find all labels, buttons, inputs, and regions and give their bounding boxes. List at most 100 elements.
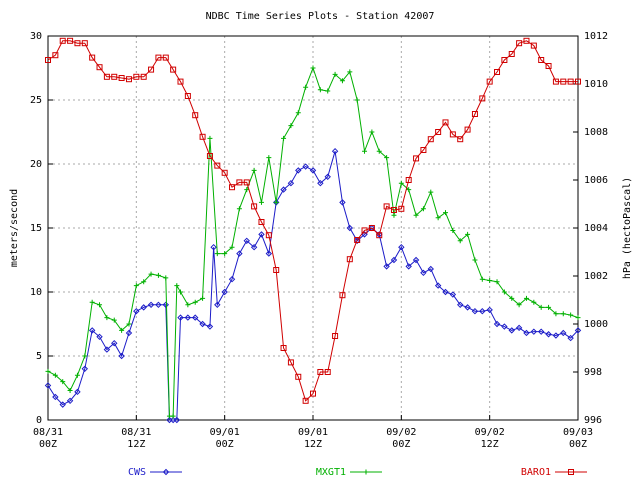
data-point bbox=[287, 179, 295, 187]
data-point bbox=[236, 250, 243, 257]
data-point bbox=[405, 177, 412, 183]
data-point bbox=[184, 314, 192, 321]
data-point bbox=[266, 155, 272, 161]
data-point bbox=[465, 231, 471, 237]
data-point bbox=[486, 78, 493, 85]
legend-marker bbox=[568, 469, 574, 475]
data-point bbox=[384, 155, 390, 161]
data-point bbox=[376, 232, 383, 239]
data-point bbox=[538, 304, 544, 310]
data-point bbox=[221, 288, 228, 296]
data-point bbox=[442, 119, 449, 126]
data-point bbox=[487, 277, 493, 283]
data-point bbox=[346, 224, 354, 232]
data-point bbox=[243, 179, 250, 186]
series-line bbox=[47, 151, 579, 421]
data-point bbox=[251, 167, 257, 173]
x-tick-label: 08/31 bbox=[121, 427, 151, 438]
data-point bbox=[457, 301, 464, 309]
data-point bbox=[339, 292, 346, 299]
data-point bbox=[177, 78, 184, 85]
data-point bbox=[443, 210, 448, 216]
data-point bbox=[295, 110, 301, 116]
data-point bbox=[244, 187, 250, 193]
data-point bbox=[567, 334, 574, 342]
data-point bbox=[317, 179, 324, 187]
data-point bbox=[383, 203, 390, 210]
data-point bbox=[185, 302, 191, 308]
data-point bbox=[516, 302, 522, 308]
data-point bbox=[457, 136, 464, 143]
data-point bbox=[273, 267, 280, 273]
data-point bbox=[59, 37, 66, 44]
data-point bbox=[362, 148, 368, 154]
data-point bbox=[560, 78, 567, 85]
y-tick-label: 0 bbox=[36, 415, 42, 426]
data-point bbox=[420, 147, 427, 153]
data-point bbox=[118, 75, 125, 81]
data-point bbox=[531, 299, 537, 305]
data-point bbox=[383, 263, 390, 270]
data-point bbox=[472, 257, 478, 263]
x-tick-label: 09/01 bbox=[210, 427, 240, 438]
data-point bbox=[287, 359, 294, 366]
data-point bbox=[60, 379, 66, 385]
data-point bbox=[170, 413, 176, 419]
data-point bbox=[214, 251, 220, 257]
data-point bbox=[516, 40, 523, 47]
legend-label: MXGT1 bbox=[316, 467, 346, 478]
data-point bbox=[52, 372, 58, 378]
data-point bbox=[369, 129, 375, 135]
data-point bbox=[523, 329, 530, 337]
data-point bbox=[398, 243, 405, 251]
data-point bbox=[200, 295, 206, 301]
data-point bbox=[133, 73, 140, 80]
data-point bbox=[493, 320, 501, 328]
data-point bbox=[331, 147, 339, 155]
y-tick-label: 20 bbox=[30, 159, 42, 170]
data-point bbox=[560, 311, 566, 317]
data-point bbox=[575, 315, 581, 321]
data-point bbox=[376, 148, 382, 154]
data-point bbox=[434, 282, 442, 289]
data-point bbox=[560, 329, 567, 337]
y2-tick-label: 1012 bbox=[584, 31, 608, 42]
data-point bbox=[140, 73, 147, 80]
data-point bbox=[236, 206, 242, 212]
data-point bbox=[309, 167, 317, 174]
x-tick-label: 00Z bbox=[392, 439, 410, 450]
data-point bbox=[184, 93, 191, 99]
data-point bbox=[96, 64, 103, 71]
data-point bbox=[420, 269, 427, 277]
data-point bbox=[545, 331, 552, 338]
data-point bbox=[206, 323, 214, 330]
data-point bbox=[228, 275, 236, 283]
y2-tick-label: 996 bbox=[584, 415, 602, 426]
legend-label: CWS bbox=[128, 467, 146, 478]
data-point bbox=[148, 66, 155, 73]
y-tick-label: 25 bbox=[30, 95, 42, 106]
data-point bbox=[133, 307, 140, 315]
data-point bbox=[265, 232, 272, 239]
y2-axis-label: hPa (hectoPascal) bbox=[622, 177, 633, 279]
data-point bbox=[192, 314, 199, 321]
data-point bbox=[82, 353, 88, 359]
data-point bbox=[546, 304, 552, 310]
data-point bbox=[199, 320, 206, 328]
data-point bbox=[295, 167, 302, 174]
data-point bbox=[258, 199, 264, 205]
data-point bbox=[119, 327, 125, 333]
data-point bbox=[390, 256, 398, 264]
data-point bbox=[398, 180, 404, 186]
data-point bbox=[147, 301, 155, 309]
y2-tick-label: 1008 bbox=[584, 127, 608, 138]
legend-marker bbox=[363, 469, 369, 475]
data-point bbox=[74, 388, 81, 396]
data-point bbox=[420, 206, 426, 212]
y2-tick-label: 998 bbox=[584, 367, 602, 378]
data-point bbox=[486, 306, 493, 314]
data-point bbox=[325, 88, 331, 94]
data-point bbox=[89, 54, 96, 61]
data-point bbox=[192, 112, 199, 119]
data-point bbox=[545, 63, 552, 69]
